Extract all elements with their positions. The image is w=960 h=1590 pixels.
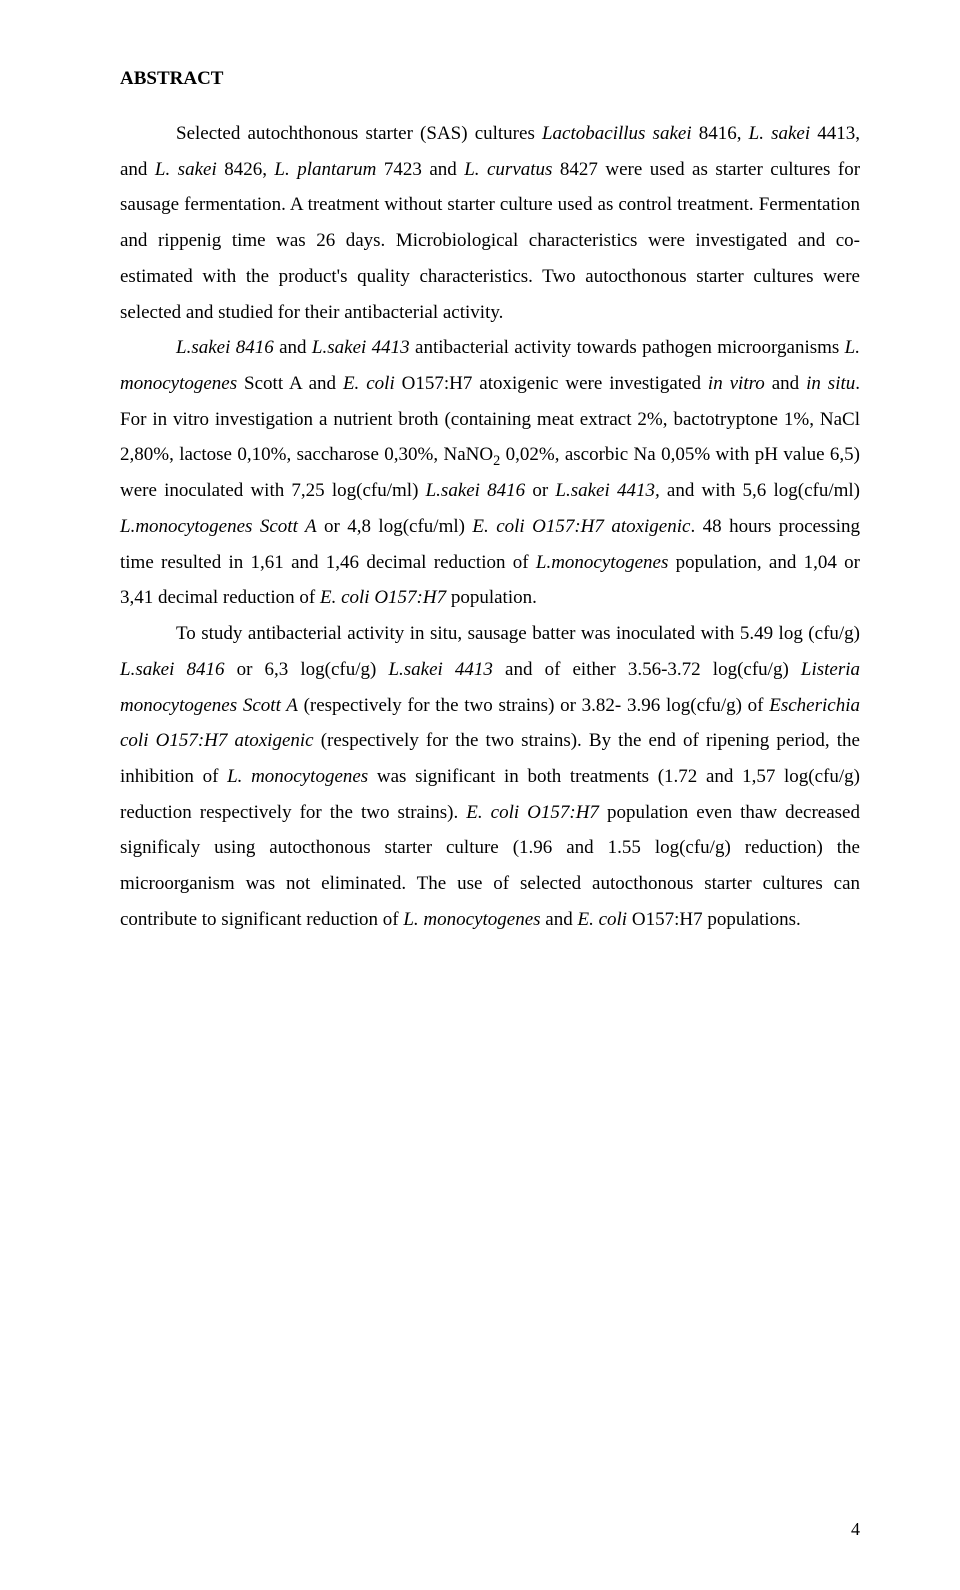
paragraph-3: To study antibacterial activity in situ,… xyxy=(120,616,860,937)
paragraph-1: Selected autochthonous starter (SAS) cul… xyxy=(120,116,860,330)
paragraph-2: L.sakei 8416 and L.sakei 4413 antibacter… xyxy=(120,330,860,616)
page-number: 4 xyxy=(851,1519,860,1540)
abstract-title: ABSTRACT xyxy=(120,68,860,90)
